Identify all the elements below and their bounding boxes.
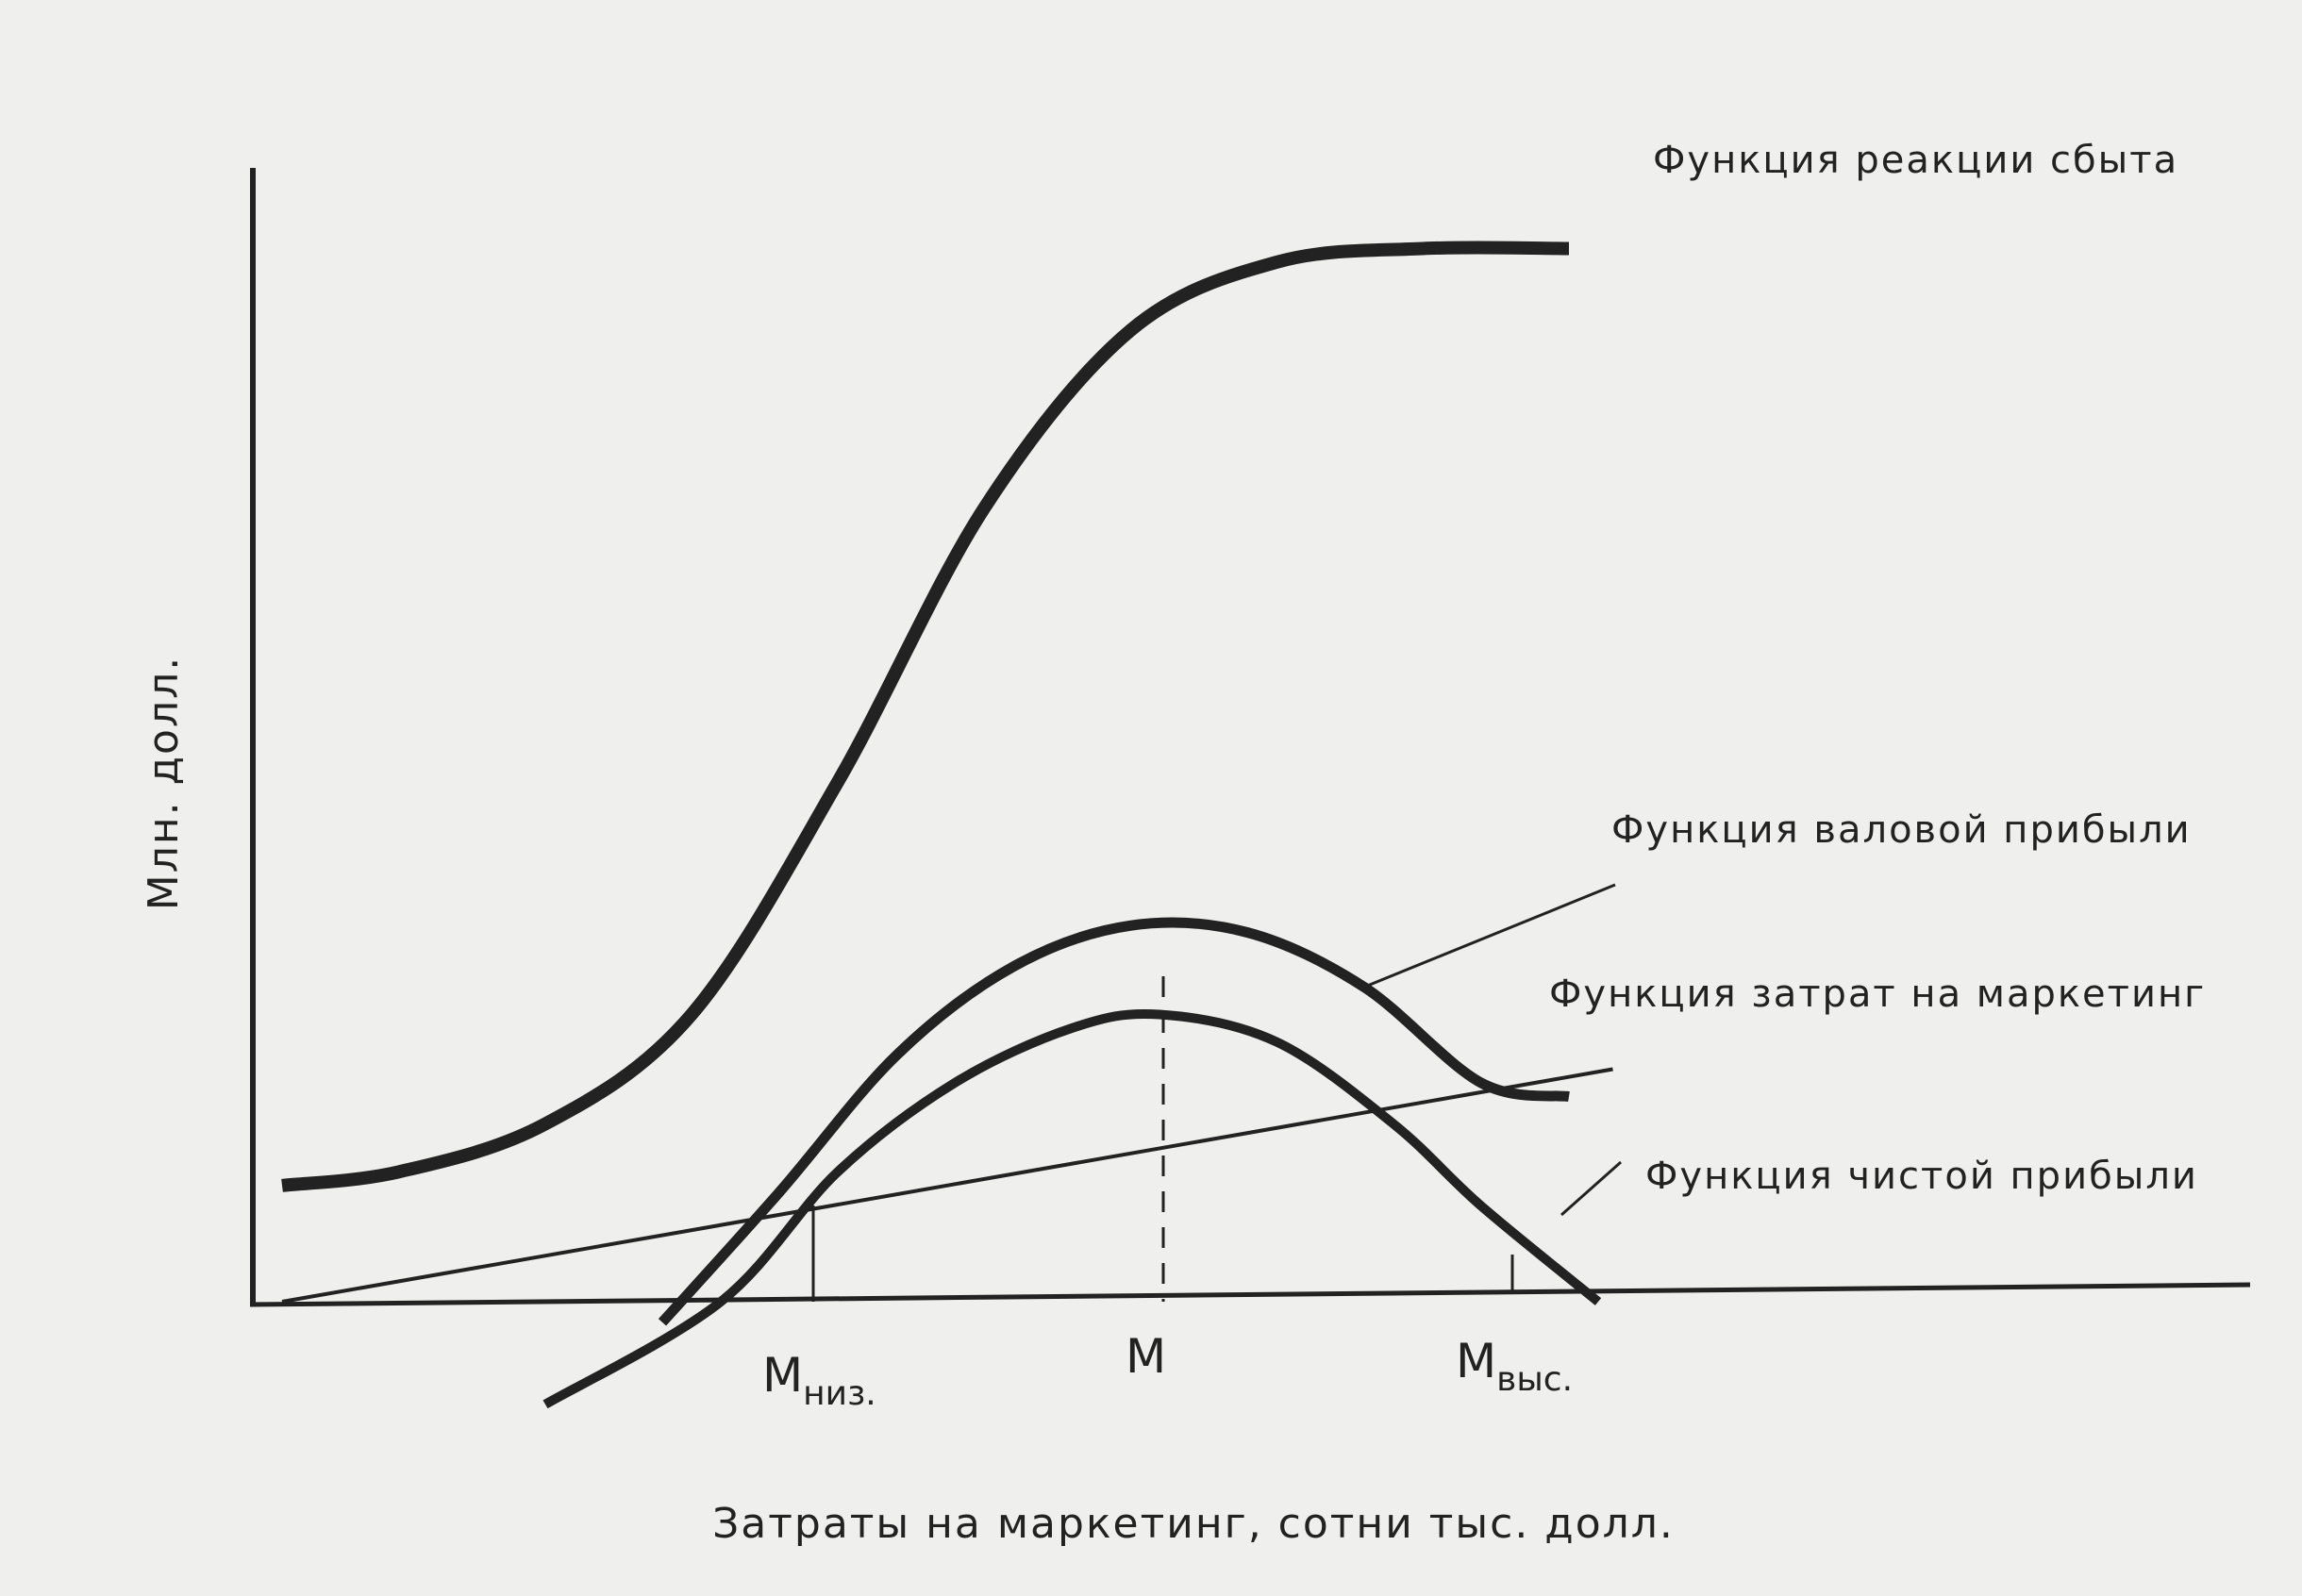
series-sales-response — [281, 241, 1570, 1192]
x-axis-title: Затраты на маркетинг, сотни тыс. долл. — [712, 1500, 1675, 1548]
tick-label-m-high: Мвыс. — [1456, 1334, 1573, 1399]
x-axis — [249, 1282, 2251, 1307]
leader-net-profit — [1560, 1160, 1622, 1217]
label-marketing-cost: Функция затрат на маркетинг — [1549, 973, 2206, 1016]
label-sales-response: Функция реакции сбыта — [1653, 139, 2178, 182]
tick-label-m-optimal: М — [1126, 1329, 1166, 1384]
tick-label-m-low: Мниз. — [762, 1348, 876, 1413]
series-net-profit — [542, 1008, 1602, 1409]
y-axis-title: Млн. долл. — [140, 656, 188, 910]
series-gross-profit — [658, 917, 1570, 1326]
series-marketing-cost — [281, 1067, 1613, 1304]
label-gross-profit: Функция валовой прибыли — [1611, 808, 2192, 852]
leader-gross-profit — [1360, 883, 1616, 990]
label-net-profit: Функция чистой прибыли — [1645, 1155, 2198, 1198]
